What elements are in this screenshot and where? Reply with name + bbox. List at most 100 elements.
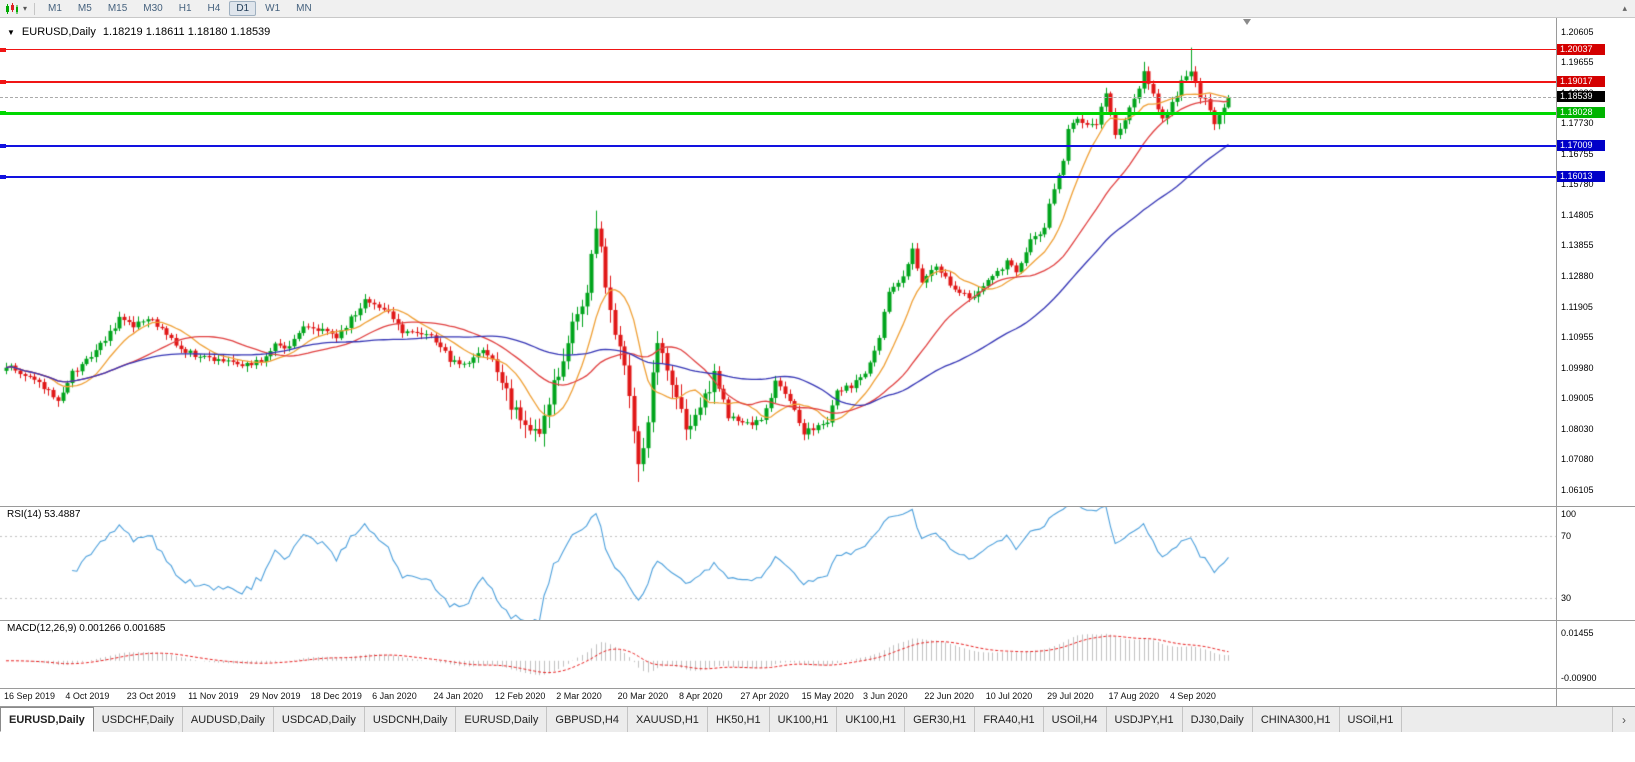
price-axis-label[interactable]: 1.19655 xyxy=(1561,57,1594,67)
horizontal-line-1.20037[interactable] xyxy=(0,49,1556,51)
horizontal-line-1.18028[interactable] xyxy=(0,111,1556,115)
one-click-trading-icon[interactable]: ▼ xyxy=(7,27,15,37)
chart-tab-usdcad-daily[interactable]: USDCAD,Daily xyxy=(273,707,365,732)
time-axis-label[interactable]: 12 Feb 2020 xyxy=(494,691,546,701)
line-anchor-marker xyxy=(0,143,6,148)
current-price-badge: 1.18539 xyxy=(1557,91,1605,103)
price-axis-label[interactable]: 1.10955 xyxy=(1561,331,1594,342)
rsi-label: RSI(14) 53.4887 xyxy=(7,509,81,520)
price-axis-label[interactable]: 1.09005 xyxy=(1561,393,1594,404)
macd-axis-label: 0.01455 xyxy=(1561,628,1594,638)
chart-tabs: EURUSD,Daily USDCHF,Daily AUDUSD,Daily USDC… xyxy=(0,707,1612,732)
time-axis-label[interactable]: 16 Sep 2019 xyxy=(4,691,56,701)
timeframe-button-m5[interactable]: M5 xyxy=(77,3,92,14)
chart-tab-china300-h1[interactable]: CHINA300,H1 xyxy=(1252,707,1340,732)
time-axis-label[interactable]: 23 Oct 2019 xyxy=(126,691,176,701)
price-line-badge: 1.18028 xyxy=(1557,107,1605,119)
candlestick-chart-icon[interactable] xyxy=(3,2,21,16)
time-axis-label[interactable]: 4 Oct 2019 xyxy=(65,691,110,701)
time-axis-label[interactable]: 11 Nov 2019 xyxy=(188,691,239,701)
chart-tab-usdjpy-h1[interactable]: USDJPY,H1 xyxy=(1106,707,1183,732)
price-axis-label[interactable]: 1.07080 xyxy=(1561,454,1594,465)
price-axis-label[interactable]: 1.11905 xyxy=(1561,301,1593,312)
horizontal-line-1.16013[interactable] xyxy=(0,176,1556,179)
timeframe-button-m1[interactable]: M1 xyxy=(48,3,62,14)
price-axis-label[interactable]: 1.12880 xyxy=(1561,271,1594,281)
chart-shift-marker[interactable] xyxy=(1243,19,1251,25)
time-axis-label[interactable]: 3 Jun 2020 xyxy=(863,691,908,701)
price-axis-label[interactable]: 1.15780 xyxy=(1561,179,1594,190)
macd-indicator-canvas[interactable] xyxy=(0,620,1556,688)
time-axis-label[interactable]: 29 Jul 2020 xyxy=(1047,691,1094,701)
timeframe-button-m15[interactable]: M15 xyxy=(107,3,128,14)
chart-tab-dj30-daily[interactable]: DJ30,Daily xyxy=(1182,707,1253,732)
time-axis-label[interactable]: 2 Mar 2020 xyxy=(556,691,602,701)
pane-separator[interactable] xyxy=(0,620,1635,621)
price-line-badge: 1.19017 xyxy=(1557,76,1605,88)
chart-ohlc-values: 1.18219 1.18611 1.18180 1.18539 xyxy=(102,26,271,38)
price-axis-label[interactable]: 1.13855 xyxy=(1561,240,1594,251)
time-axis-label[interactable]: 24 Jan 2020 xyxy=(433,691,484,701)
chart-tab-ger30-h1[interactable]: GER30,H1 xyxy=(905,707,976,732)
chart-title: ▼ EURUSD,Daily 1.18219 1.18611 1.18180 1… xyxy=(7,26,270,38)
timeframe-button-m30[interactable]: M30 xyxy=(143,3,163,14)
chart-tab-usdchf-daily[interactable]: USDCHF,Daily xyxy=(93,707,183,732)
time-axis-label[interactable]: 29 Nov 2019 xyxy=(249,691,301,701)
chart-tab-eurusd-daily[interactable]: EURUSD,Daily xyxy=(456,707,548,732)
price-line-badge: 1.17009 xyxy=(1557,139,1605,151)
timeframe-button-w1[interactable]: W1 xyxy=(265,3,281,14)
time-axis-label[interactable]: 6 Jan 2020 xyxy=(372,691,417,701)
price-axis-label[interactable]: 1.09980 xyxy=(1561,362,1594,373)
price-line-badge: 1.20037 xyxy=(1557,43,1605,55)
chart-tab-usdcnh-daily[interactable]: USDCNH,Daily xyxy=(364,707,457,732)
chart-tab-usoil-h1[interactable]: USOil,H1 xyxy=(1339,707,1403,732)
macd-label: MACD(12,26,9) 0.001266 0.001685 xyxy=(7,623,166,634)
chart-tab-uk100-h1[interactable]: UK100,H1 xyxy=(837,707,906,732)
time-axis-label[interactable]: 27 Apr 2020 xyxy=(740,691,789,701)
time-axis-label[interactable]: 18 Dec 2019 xyxy=(310,691,362,701)
pane-separator[interactable] xyxy=(0,506,1635,507)
time-axis-label[interactable]: 4 Sep 2020 xyxy=(1169,691,1216,701)
line-anchor-marker xyxy=(0,47,6,52)
time-axis-label[interactable]: 22 Jun 2020 xyxy=(924,691,974,701)
horizontal-line-1.17009[interactable] xyxy=(0,144,1556,147)
timeframe-button-h1[interactable]: H1 xyxy=(178,3,192,14)
price-chart-canvas[interactable] xyxy=(0,18,1556,506)
chart-tab-fra40-h1[interactable]: FRA40,H1 xyxy=(975,707,1044,732)
axis-separator xyxy=(0,688,1635,689)
time-axis-label[interactable]: 10 Jul 2020 xyxy=(985,691,1033,701)
chart-tab-gbpusd-h4[interactable]: GBPUSD,H4 xyxy=(547,707,628,732)
chart-tab-eurusd-daily[interactable]: EURUSD,Daily xyxy=(0,707,94,732)
price-axis-label[interactable]: 1.20605 xyxy=(1561,27,1594,37)
line-anchor-marker xyxy=(0,175,6,180)
timeframe-button-h4[interactable]: H4 xyxy=(207,3,221,14)
chart-symbol-label: EURUSD,Daily xyxy=(21,26,96,38)
current-price-line xyxy=(0,97,1556,99)
toolbar-scroll-up-icon[interactable]: ▴ xyxy=(1622,3,1627,13)
tab-scroll-right-icon[interactable]: › xyxy=(1612,707,1635,732)
price-axis-label[interactable]: 1.06105 xyxy=(1561,485,1594,495)
price-axis-label[interactable]: 1.14805 xyxy=(1561,210,1594,221)
macd-axis-label: -0.00900 xyxy=(1561,672,1597,683)
price-axis-label[interactable]: 1.08030 xyxy=(1561,424,1594,435)
chart-tab-uk100-h1[interactable]: UK100,H1 xyxy=(769,707,838,732)
price-axis-label[interactable]: 1.17730 xyxy=(1561,117,1594,128)
time-axis-label[interactable]: 17 Aug 2020 xyxy=(1108,691,1160,701)
chart-tab-usoil-h4[interactable]: USOil,H4 xyxy=(1043,707,1107,732)
price-axis-separator xyxy=(1556,18,1557,706)
line-anchor-marker xyxy=(0,111,6,116)
timeframe-button-mn[interactable]: MN xyxy=(296,3,312,14)
chart-tab-audusd-daily[interactable]: AUDUSD,Daily xyxy=(182,707,274,732)
chart-tab-xauusd-h1[interactable]: XAUUSD,H1 xyxy=(627,707,708,732)
chart-type-dropdown-icon[interactable]: ▾ xyxy=(23,4,28,13)
rsi-indicator-canvas[interactable] xyxy=(0,506,1556,620)
time-axis-label[interactable]: 20 Mar 2020 xyxy=(617,691,669,701)
chart-tab-bar: EURUSD,Daily USDCHF,Daily AUDUSD,Daily USDC… xyxy=(0,706,1635,732)
horizontal-line-1.19017[interactable] xyxy=(0,81,1556,84)
rsi-axis-label: 30 xyxy=(1561,593,1572,603)
price-axis-label[interactable]: 1.16755 xyxy=(1561,148,1594,159)
time-axis-label[interactable]: 15 May 2020 xyxy=(801,691,854,701)
chart-tab-hk50-h1[interactable]: HK50,H1 xyxy=(707,707,770,732)
timeframe-button-d1[interactable]: D1 xyxy=(229,1,257,16)
time-axis-label[interactable]: 8 Apr 2020 xyxy=(678,691,723,701)
